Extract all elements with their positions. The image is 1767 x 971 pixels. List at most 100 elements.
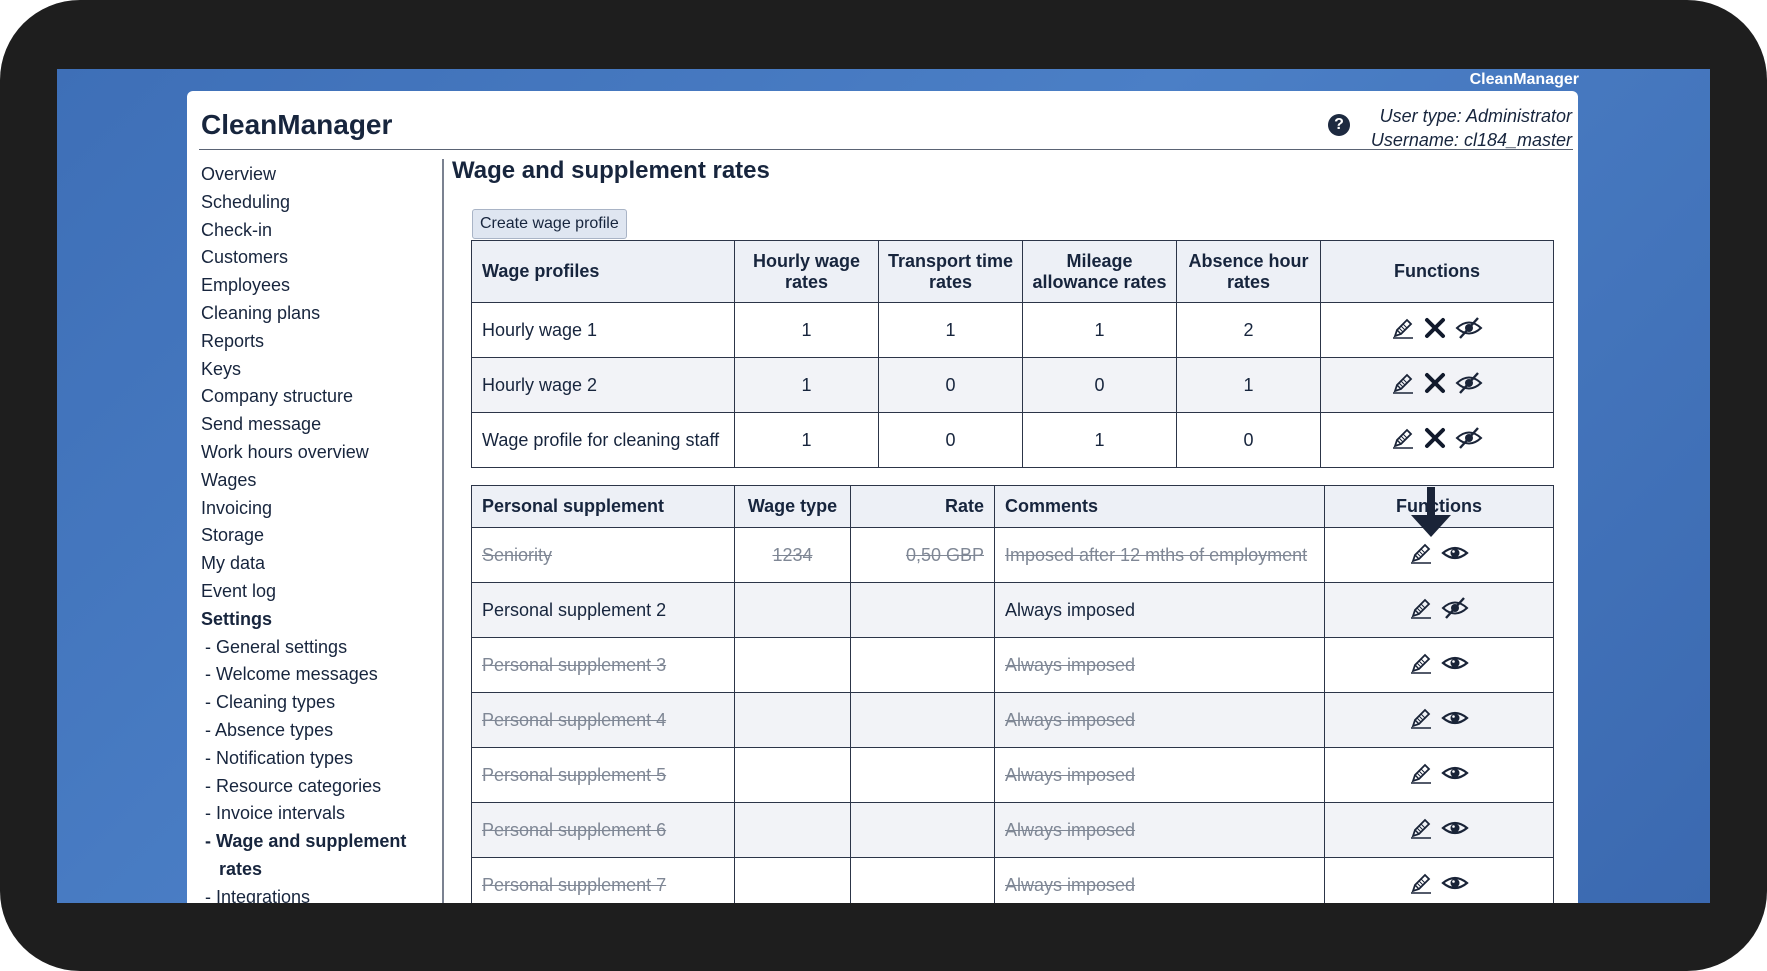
header-rate: Rate — [850, 485, 995, 528]
app-title: CleanManager — [201, 109, 393, 140]
functions-cell — [1324, 747, 1554, 803]
close-icon[interactable] — [1423, 426, 1447, 455]
rate-value — [850, 857, 995, 903]
pencil-icon[interactable] — [1409, 596, 1433, 625]
functions-cell — [1324, 692, 1554, 748]
header-wage-type: Wage type — [734, 485, 851, 528]
rate-value — [850, 692, 995, 748]
eye-slash-icon[interactable] — [1455, 426, 1483, 455]
pencil-icon[interactable] — [1409, 651, 1433, 680]
pencil-icon[interactable] — [1409, 706, 1433, 735]
eye-icon[interactable] — [1441, 541, 1469, 570]
eye-icon[interactable] — [1441, 761, 1469, 790]
sidebar-item-storage[interactable]: Storage — [201, 525, 265, 546]
sidebar-item-wage-and-supplement-rates[interactable]: - Wage and supplement rates — [205, 831, 407, 879]
sidebar-item-absence-types[interactable]: - Absence types — [205, 719, 334, 740]
eye-slash-icon[interactable] — [1455, 371, 1483, 400]
eye-icon[interactable] — [1441, 651, 1469, 680]
eye-slash-icon[interactable] — [1441, 596, 1469, 625]
comment-value: Always imposed — [994, 802, 1325, 858]
sidebar-item-overview[interactable]: Overview — [201, 164, 277, 184]
rate-value — [850, 582, 995, 638]
question-circle-icon[interactable]: ? — [1328, 114, 1350, 136]
comment-value: Imposed after 12 mths of employment — [994, 527, 1325, 583]
supplement-name: Personal supplement 3 — [471, 637, 735, 693]
username: Username: cl184_master — [1370, 130, 1572, 150]
eye-icon[interactable] — [1441, 816, 1469, 845]
functions-cell — [1320, 357, 1554, 413]
pencil-icon[interactable] — [1391, 426, 1415, 455]
functions-cell — [1324, 527, 1554, 583]
wage-type-value — [734, 692, 851, 748]
arrow-down-icon — [1411, 487, 1451, 537]
sidebar-item-cleaning-types[interactable]: - Cleaning types — [205, 692, 336, 713]
header-absence-hour-rates: Absence hour rates — [1176, 240, 1321, 303]
table-header-row: Personal supplement Wage type Rate Comme… — [471, 485, 1554, 528]
personal-supplements-body: Seniority 1234 0,50 GBP Imposed after 12 mt… — [471, 527, 1554, 903]
page-title: Wage and supplement rates — [452, 157, 770, 184]
rate-value: 0,50 GBP — [850, 527, 995, 583]
eye-slash-icon[interactable] — [1455, 316, 1483, 345]
pencil-icon[interactable] — [1409, 816, 1433, 845]
header-functions: Functions — [1320, 240, 1554, 303]
personal-supplements-table: Personal supplement Wage type Rate Comme… — [471, 485, 1554, 903]
sidebar-item-company-structure[interactable]: Company structure — [201, 386, 354, 407]
rate-value — [850, 637, 995, 693]
sidebar-item-integrations[interactable]: - Integrations — [205, 886, 311, 903]
sidebar-item-work-hours-overview[interactable]: Work hours overview — [201, 441, 369, 462]
wage-profiles-body: Hourly wage 1 1 1 1 2 Hourly wage 2 1 0 0 1 Wage p… — [471, 302, 1554, 468]
sidebar-item-event-log[interactable]: Event log — [201, 580, 277, 601]
pencil-icon[interactable] — [1391, 371, 1415, 400]
header-comments: Comments — [994, 485, 1325, 528]
hourly-wage-rates-value: 1 — [734, 412, 879, 468]
eye-icon[interactable] — [1441, 706, 1469, 735]
table-row: Wage profile for cleaning staff 1 0 1 0 — [471, 412, 1554, 468]
mileage-allowance-rates-value: 0 — [1022, 357, 1177, 413]
absence-hour-rates-value: 0 — [1176, 412, 1321, 468]
sidebar-item-my-data[interactable]: My data — [201, 553, 266, 574]
table-row: Personal supplement 3 Always imposed — [471, 637, 1554, 693]
sidebar-item-notification-types[interactable]: - Notification types — [205, 747, 354, 768]
sidebar-item-reports[interactable]: Reports — [201, 330, 265, 351]
mileage-allowance-rates-value: 1 — [1022, 302, 1177, 358]
wage-profile-name: Hourly wage 2 — [471, 357, 735, 413]
wage-type-value — [734, 637, 851, 693]
sidebar-item-invoicing[interactable]: Invoicing — [201, 497, 273, 518]
eye-icon[interactable] — [1441, 871, 1469, 900]
rate-value — [850, 747, 995, 803]
sidebar-item-send-message[interactable]: Send message — [201, 414, 322, 435]
comment-value: Always imposed — [994, 747, 1325, 803]
sidebar-item-employees[interactable]: Employees — [201, 275, 291, 296]
sidebar-item-resource-categories[interactable]: - Resource categories — [205, 775, 382, 796]
sidebar-item-check-in[interactable]: Check-in — [201, 219, 273, 240]
pencil-icon[interactable] — [1409, 761, 1433, 790]
sidebar-item-keys[interactable]: Keys — [201, 358, 242, 379]
wage-type-value — [734, 857, 851, 903]
sidebar-nav: Overview Scheduling Check-in Customers Emplo… — [201, 161, 431, 903]
sidebar-item-settings[interactable]: Settings — [201, 608, 273, 629]
hourly-wage-rates-value: 1 — [734, 302, 879, 358]
table-row: Personal supplement 7 Always imposed — [471, 857, 1554, 903]
sidebar-item-customers[interactable]: Customers — [201, 247, 289, 268]
pencil-icon[interactable] — [1391, 316, 1415, 345]
table-row: Personal supplement 5 Always imposed — [471, 747, 1554, 803]
close-icon[interactable] — [1423, 371, 1447, 400]
header-hourly-wage-rates: Hourly wage rates — [734, 240, 879, 303]
sidebar-item-scheduling[interactable]: Scheduling — [201, 191, 291, 212]
sidebar-item-welcome-messages[interactable]: - Welcome messages — [205, 664, 378, 685]
sidebar-item-general-settings[interactable]: - General settings — [205, 636, 348, 657]
table-row: Personal supplement 4 Always imposed — [471, 692, 1554, 748]
create-wage-profile-button[interactable]: Create wage profile — [472, 209, 627, 239]
sidebar-item-wages[interactable]: Wages — [201, 469, 257, 490]
pencil-icon[interactable] — [1409, 871, 1433, 900]
wage-type-value — [734, 582, 851, 638]
supplement-name: Seniority — [471, 527, 735, 583]
pencil-icon[interactable] — [1409, 541, 1433, 570]
transport-time-rates-value: 0 — [878, 412, 1023, 468]
close-icon[interactable] — [1423, 316, 1447, 345]
sidebar-item-invoice-intervals[interactable]: - Invoice intervals — [205, 803, 346, 824]
comment-value: Always imposed — [994, 582, 1325, 638]
functions-cell — [1324, 857, 1554, 903]
sidebar-item-cleaning-plans[interactable]: Cleaning plans — [201, 302, 321, 323]
transport-time-rates-value: 0 — [878, 357, 1023, 413]
